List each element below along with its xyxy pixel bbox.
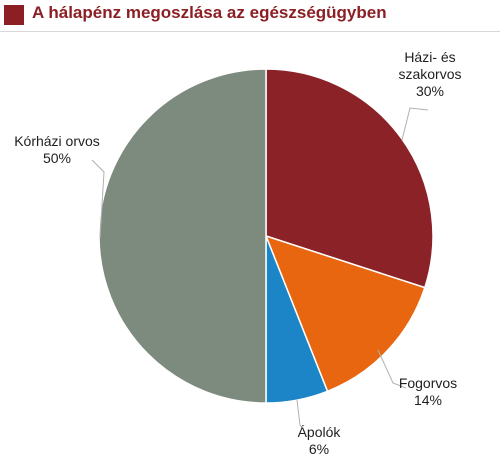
slice-percent: 30% xyxy=(416,83,444,99)
pie-slice-korhazi-orvos xyxy=(98,68,267,404)
slice-label-line: Ápolók xyxy=(298,424,342,440)
slice-label-line: Kórházi orvos xyxy=(14,133,100,149)
slice-label-korhazi-orvos: Kórházi orvos 50% xyxy=(14,133,100,166)
slice-label-apolok: Ápolók 6% xyxy=(298,424,342,457)
pie-slice-fogorvos xyxy=(264,234,426,393)
slice-percent: 6% xyxy=(309,441,329,457)
pie-slice-hazi-es-szakorvos xyxy=(265,68,434,289)
leader-line-korhazi-orvos xyxy=(91,159,105,239)
leader-line-hazi-es-szakorvos xyxy=(401,107,429,141)
slice-label-line: Fogorvos xyxy=(399,375,457,391)
leader-line-fogorvos xyxy=(377,349,407,389)
slice-label-fogorvos: Fogorvos 14% xyxy=(399,375,457,408)
slice-label-line: szakorvos xyxy=(398,66,461,82)
slice-label-line: Házi- és xyxy=(404,49,455,65)
title-accent-square xyxy=(4,5,24,25)
leader-line-apolok xyxy=(296,399,306,433)
slice-percent: 50% xyxy=(43,150,71,166)
slice-percent: 14% xyxy=(414,392,442,408)
chart-title: A hálapénz megoszlása az egészségügyben xyxy=(32,3,387,22)
slice-label-hazi-es-szakorvos: Házi- és szakorvos 30% xyxy=(398,49,461,99)
chart-header: A hálapénz megoszlása az egészségügyben xyxy=(0,0,500,34)
header-rule xyxy=(0,31,500,32)
